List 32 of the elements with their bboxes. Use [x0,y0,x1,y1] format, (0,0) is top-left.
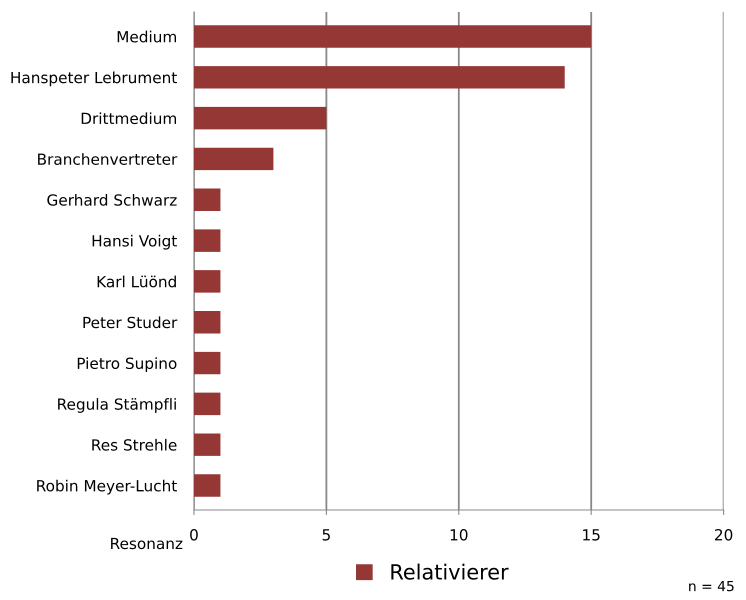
bar [194,106,326,130]
y-tick-label: Res Strehle [92,438,176,451]
y-tick-label: Regula Stämpfli [58,398,176,413]
bar [194,433,220,456]
x-tick-label: 15 [583,529,600,541]
bar [194,474,220,497]
y-tick-label: Hanspeter Lebrument [11,72,177,86]
y-tick-label: Karl Lüönd [98,276,176,288]
text: n = 45 [689,580,734,592]
bar [194,352,220,374]
y-tick-label: Peter Studer [83,316,178,328]
bar [194,229,220,252]
y-tick-label: Robin Meyer-Lucht [37,480,177,494]
y-tick-label: Gerhard Schwarz [47,194,177,206]
bar [194,25,592,48]
bar [194,188,220,211]
x-axis-title: Resonanz [111,538,182,550]
y-tick-label: Pietro Supino [78,357,176,372]
bar [194,311,220,334]
y-tick-label: Hansi Voigt [92,234,177,250]
x-tick-label: 20 [715,529,732,541]
bar [194,66,565,89]
x-tick-label: 10 [450,529,468,541]
bar [194,392,220,416]
bar [194,148,274,170]
bar [194,270,220,293]
x-tick-label: 5 [322,529,330,541]
y-tick-label: Branchenvertreter [38,153,178,165]
x-tick-label: 0 [190,529,198,541]
y-tick-label: Medium [118,30,176,43]
y-tick-label: Drittmedium [82,112,176,124]
legend-label: Relativierer [391,564,509,580]
